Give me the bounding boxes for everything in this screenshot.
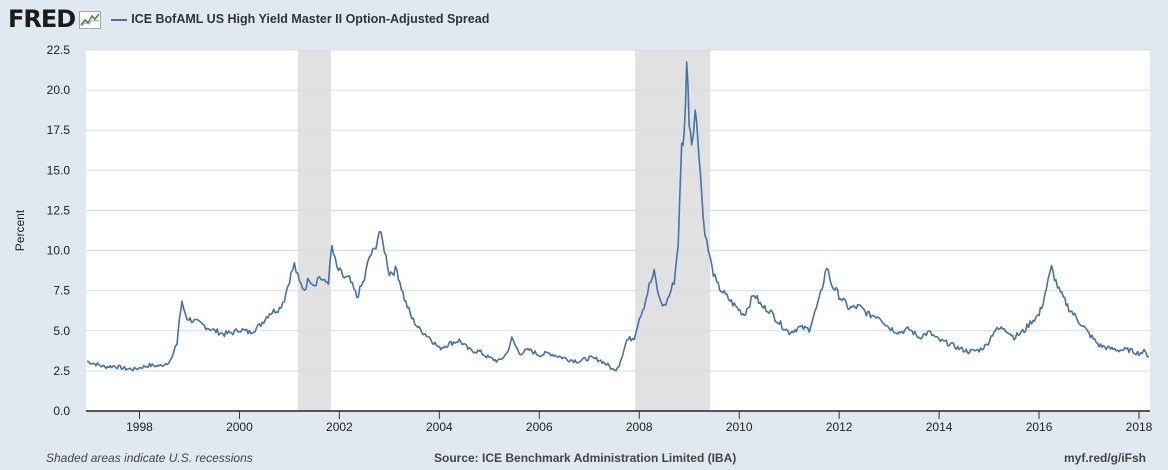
plot-area [86,50,1150,411]
gridlines [86,49,1150,372]
recession-shading [297,50,711,411]
legend-label: ICE BofAML US High Yield Master II Optio… [131,12,490,26]
y-tick-label: 15.0 [47,163,71,177]
y-tick-label: 17.5 [47,123,71,137]
source-note: Source: ICE Benchmark Administration Lim… [434,451,737,465]
y-tick-label: 5.0 [53,324,70,338]
fred-logo[interactable]: FRED [8,5,76,33]
recession-band-1 [635,50,711,411]
series-line[interactable] [86,61,1150,372]
x-tick-label: 2018 [1126,420,1153,434]
x-axis-ticks: 1998 2000 2002 2004 2006 2008 2010 2012 2014 2016… [126,411,1153,434]
short-link[interactable]: myf.red/g/iFsh [1063,451,1146,465]
y-tick-label: 20.0 [47,83,71,97]
y-tick-label: 22.5 [47,43,71,57]
x-tick-label: 2014 [926,420,953,434]
x-tick-label: 2002 [326,420,353,434]
x-tick-label: 2010 [726,420,753,434]
x-tick-label: 2004 [426,420,453,434]
recession-note: Shaded areas indicate U.S. recessions [46,451,253,465]
x-tick-label: 2000 [226,420,253,434]
legend[interactable]: ICE BofAML US High Yield Master II Optio… [111,12,489,26]
y-tick-label: 2.5 [53,364,70,378]
x-tick-label: 2016 [1026,420,1053,434]
recession-band-0 [297,50,331,411]
y-axis-ticks: 0.0 2.5 5.0 7.5 10.0 12.5 15.0 17.5 20.0 22.5 [47,43,71,418]
x-tick-label: 2008 [626,420,653,434]
x-tick-label: 1998 [126,420,153,434]
legend-swatch [111,18,128,21]
y-tick-label: 12.5 [47,203,71,217]
y-tick-label: 10.0 [47,244,71,258]
y-tick-label: 7.5 [53,284,70,298]
x-tick-label: 2012 [826,420,853,434]
chart-header: FRED ICE BofAML US High Yield Master II … [8,6,489,32]
x-tick-label: 2006 [526,420,553,434]
y-tick-label: 0.0 [53,404,70,418]
y-axis-label: Percent [13,209,27,251]
logo-graph-icon [79,11,102,29]
